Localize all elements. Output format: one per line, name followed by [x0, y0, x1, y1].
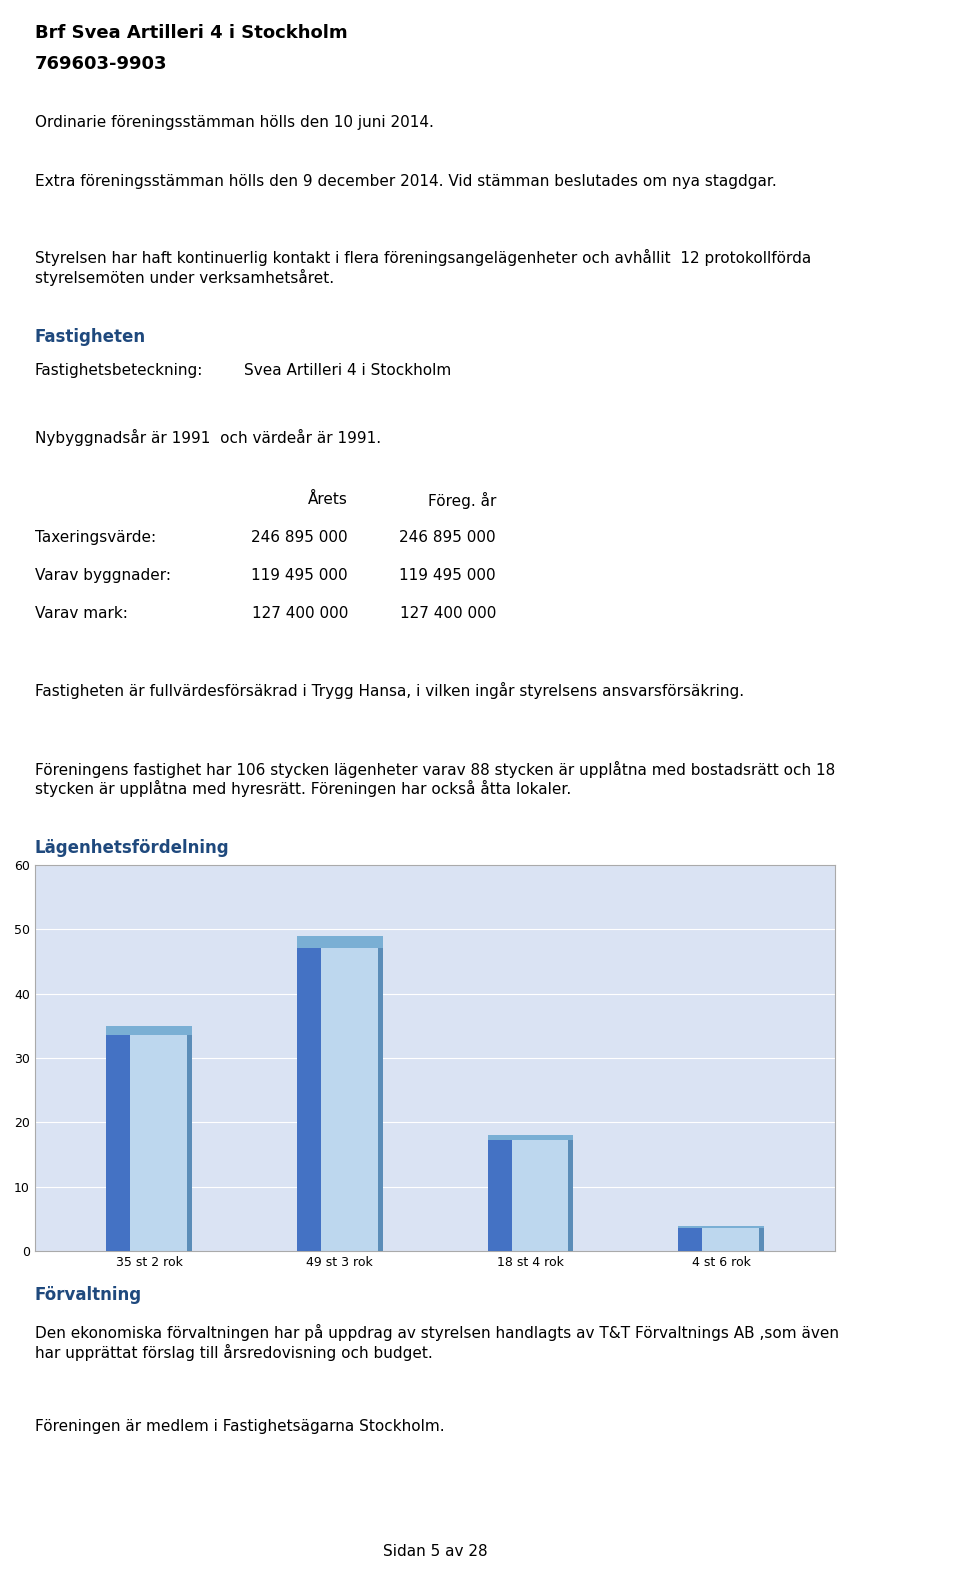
Text: Taxeringsvärde:: Taxeringsvärde: — [35, 530, 156, 546]
Text: 769603-9903: 769603-9903 — [35, 55, 167, 73]
Text: 127 400 000: 127 400 000 — [252, 606, 348, 622]
Text: Brf Svea Artilleri 4 i Stockholm: Brf Svea Artilleri 4 i Stockholm — [35, 24, 348, 41]
Text: Nybyggnadsår är 1991  och värdeår är 1991.: Nybyggnadsår är 1991 och värdeår är 1991… — [35, 429, 381, 447]
Text: Fastigheten är fullvärdesförsäkrad i Trygg Hansa, i vilken ingår styrelsens ansv: Fastigheten är fullvärdesförsäkrad i Try… — [35, 682, 744, 699]
Text: Sidan 5 av 28: Sidan 5 av 28 — [383, 1543, 488, 1559]
Text: 119 495 000: 119 495 000 — [399, 568, 496, 584]
Text: Varav mark:: Varav mark: — [35, 606, 128, 622]
Text: 246 895 000: 246 895 000 — [252, 530, 348, 546]
Text: 246 895 000: 246 895 000 — [399, 530, 496, 546]
Text: Årets: Årets — [308, 492, 348, 508]
Text: Varav byggnader:: Varav byggnader: — [35, 568, 171, 584]
Text: Fastighetsbeteckning:: Fastighetsbeteckning: — [35, 363, 204, 379]
Text: Ordinarie föreningsstämman hölls den 10 juni 2014.: Ordinarie föreningsstämman hölls den 10 … — [35, 115, 434, 131]
Text: Svea Artilleri 4 i Stockholm: Svea Artilleri 4 i Stockholm — [244, 363, 451, 379]
Text: Fastigheten: Fastigheten — [35, 328, 146, 346]
Text: Förvaltning: Förvaltning — [35, 1286, 142, 1303]
Text: 127 400 000: 127 400 000 — [399, 606, 496, 622]
Text: Föreningen är medlem i Fastighetsägarna Stockholm.: Föreningen är medlem i Fastighetsägarna … — [35, 1419, 444, 1434]
Text: Föreningens fastighet har 106 stycken lägenheter varav 88 stycken är upplåtna me: Föreningens fastighet har 106 stycken lä… — [35, 761, 835, 797]
Text: Den ekonomiska förvaltningen har på uppdrag av styrelsen handlagts av T&T Förval: Den ekonomiska förvaltningen har på uppd… — [35, 1324, 839, 1360]
Text: Extra föreningsstämman hölls den 9 december 2014. Vid stämman beslutades om nya : Extra föreningsstämman hölls den 9 decem… — [35, 174, 777, 189]
Text: Föreg. år: Föreg. år — [427, 492, 496, 510]
Text: Lägenhetsfördelning: Lägenhetsfördelning — [35, 839, 229, 857]
Text: Styrelsen har haft kontinuerlig kontakt i flera föreningsangelägenheter och avhå: Styrelsen har haft kontinuerlig kontakt … — [35, 249, 811, 286]
Text: 119 495 000: 119 495 000 — [252, 568, 348, 584]
